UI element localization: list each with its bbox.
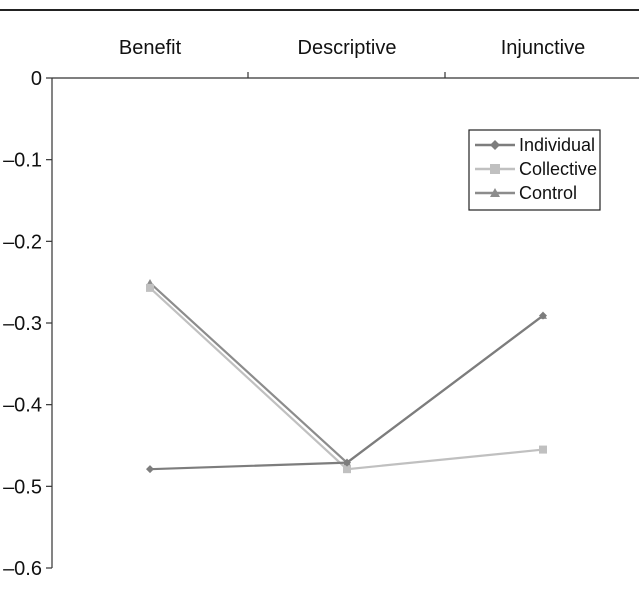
legend-label: Collective <box>519 159 597 179</box>
y-axis: 0 –0.1 –0.2 –0.3 –0.4 –0.5 –0.6 <box>3 68 53 580</box>
series-line-individual <box>149 314 544 471</box>
series-collective <box>146 283 547 474</box>
data-point-collective <box>343 465 351 474</box>
y-tick-label: –0.6 <box>3 558 42 580</box>
legend: Individual Collective Control <box>468 129 601 211</box>
y-tick-label: –0.1 <box>3 150 42 172</box>
series-control <box>146 278 547 466</box>
legend-marker-collective <box>490 164 500 174</box>
y-tick-label: 0 <box>31 68 42 90</box>
series-layer <box>146 278 547 474</box>
data-point-collective <box>539 445 547 454</box>
y-tick-label: –0.3 <box>3 313 42 335</box>
series-line-control <box>149 282 544 465</box>
legend-label: Control <box>519 183 577 203</box>
y-tick-label: –0.4 <box>3 395 42 417</box>
data-point-individual <box>146 465 154 474</box>
x-axis: Benefit Descriptive Injunctive <box>52 37 639 79</box>
y-tick-label: –0.2 <box>3 231 42 253</box>
legend-marker-individual <box>490 140 500 150</box>
series-individual <box>146 311 547 474</box>
data-point-individual <box>343 458 351 467</box>
y-tick-label: –0.5 <box>3 476 42 498</box>
data-point-individual <box>539 311 547 320</box>
x-category-label: Injunctive <box>501 37 586 59</box>
legend-marker-control <box>490 188 500 197</box>
legend-label: Individual <box>519 135 595 155</box>
series-line-collective <box>149 287 544 471</box>
x-category-label: Benefit <box>119 37 182 59</box>
x-category-label: Descriptive <box>298 37 397 59</box>
data-point-collective <box>146 283 154 292</box>
